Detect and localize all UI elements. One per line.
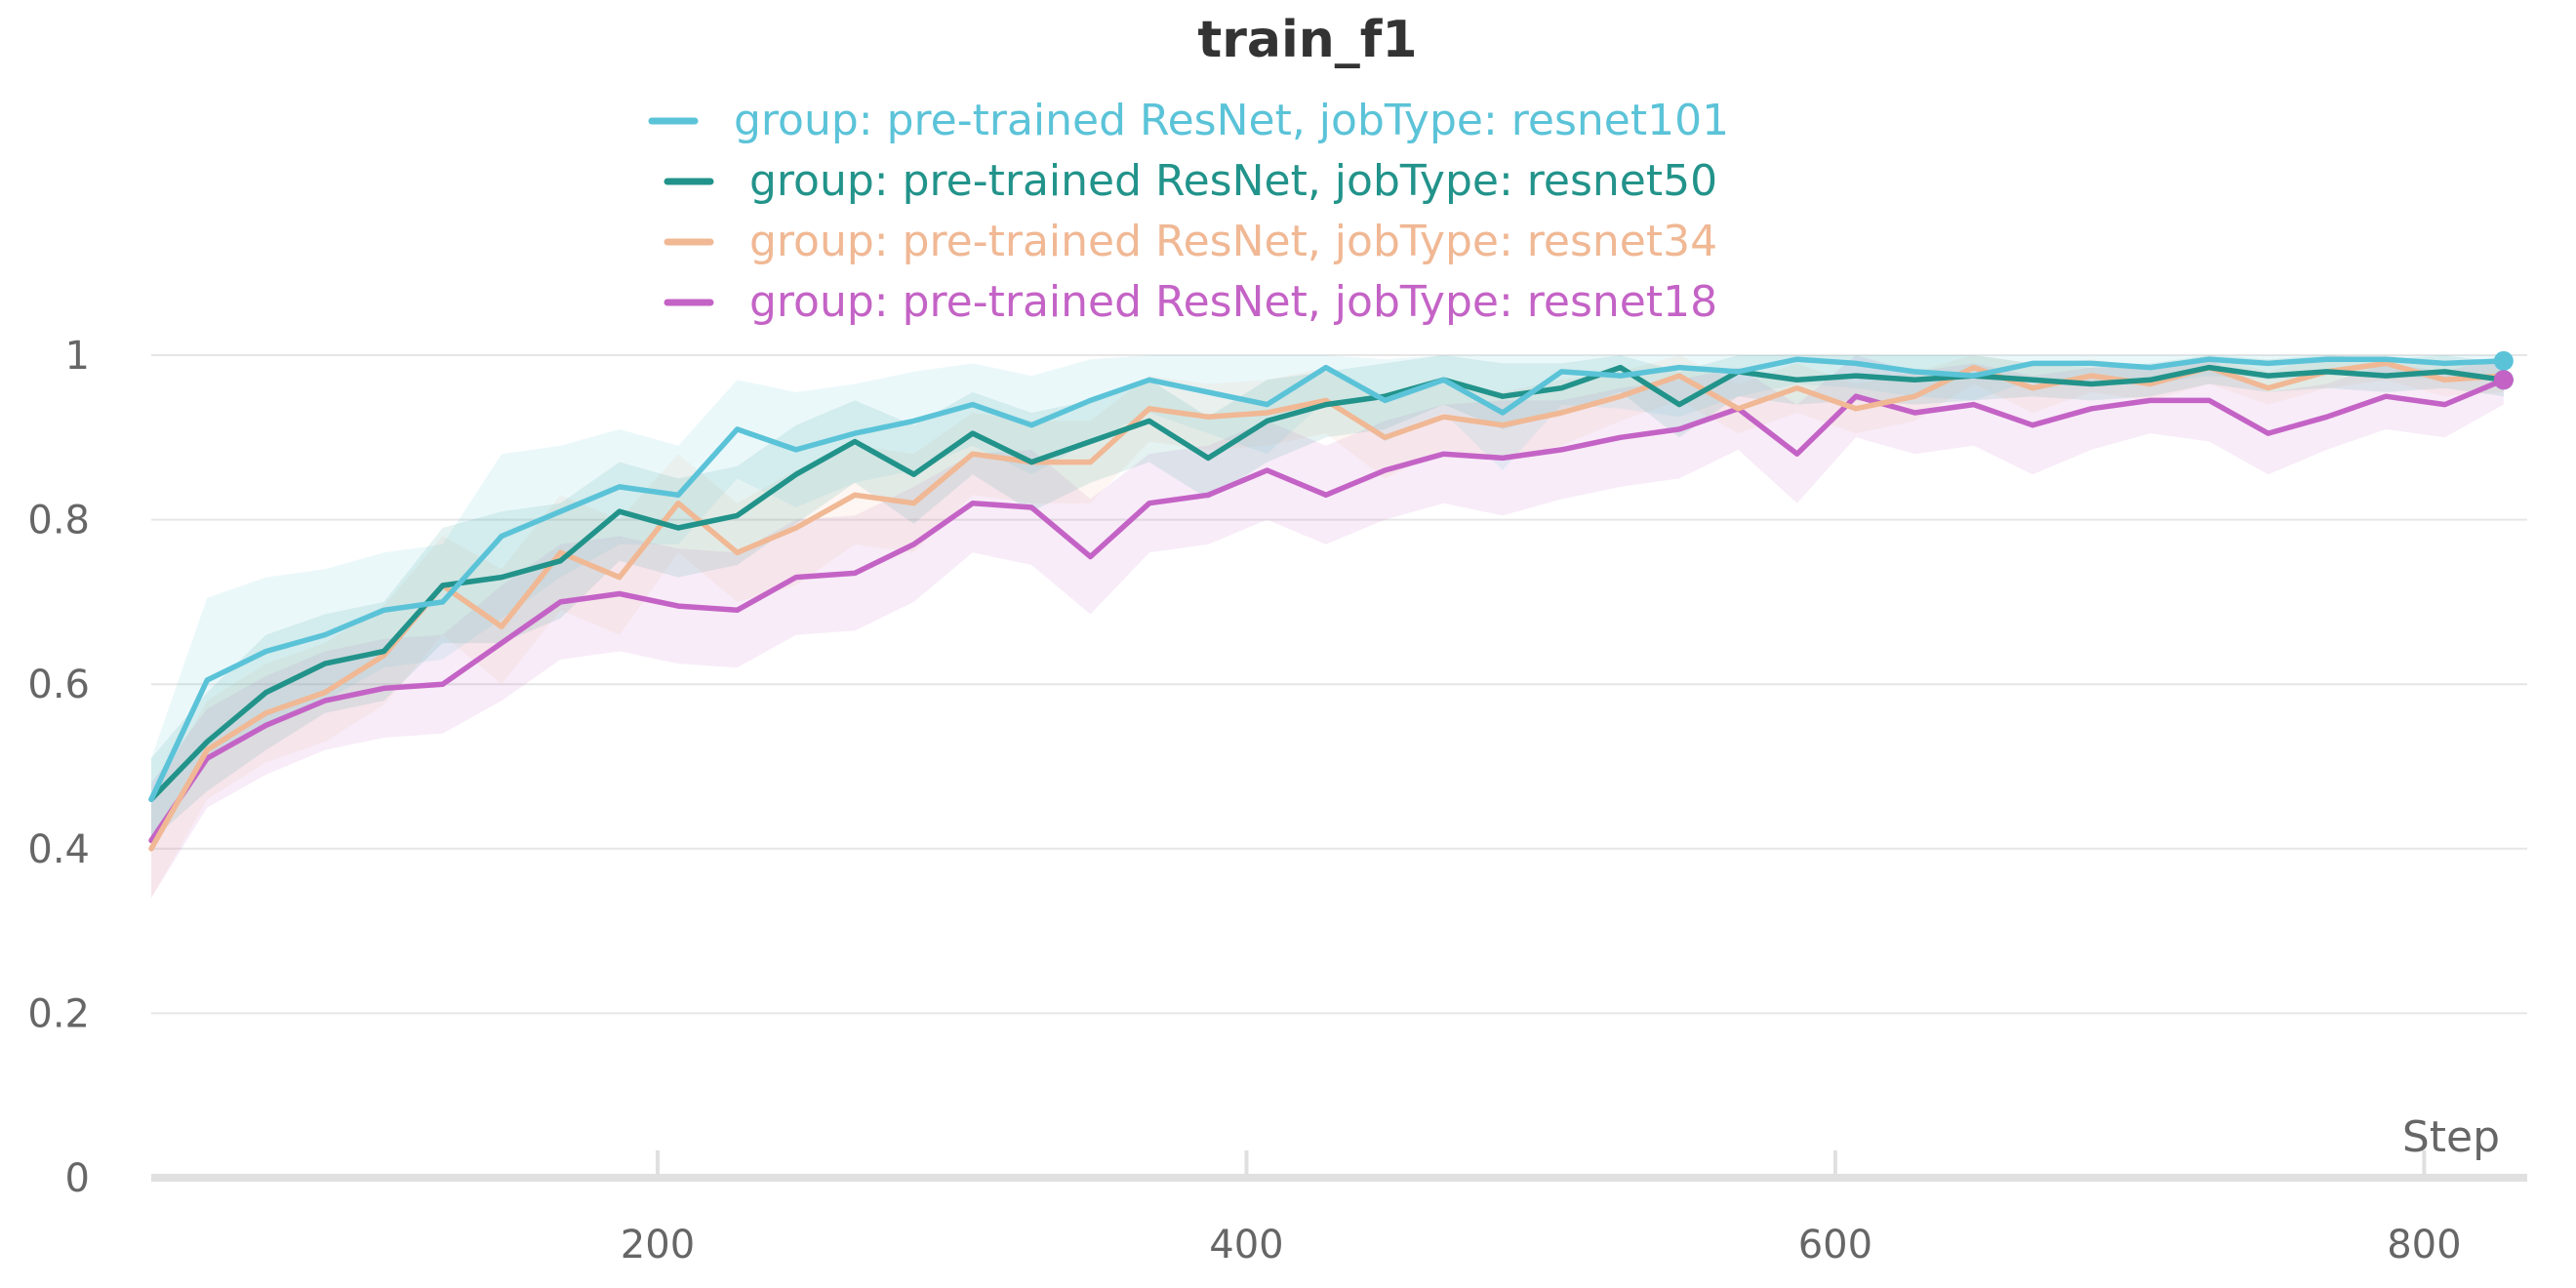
legend-label: group: pre-trained ResNet, jobType: resn… <box>749 277 1717 327</box>
y-tick-label: 0.2 <box>27 991 90 1036</box>
legend[interactable]: group: pre-trained ResNet, jobType: resn… <box>648 96 1729 327</box>
y-tick-label: 0.4 <box>27 827 90 872</box>
band-series-2 <box>151 355 2504 899</box>
line-series-2 <box>148 360 2507 852</box>
y-tick-label: 1 <box>65 334 90 379</box>
band-series-0 <box>151 355 2504 841</box>
legend-label: group: pre-trained ResNet, jobType: resn… <box>749 217 1717 266</box>
x-tick-label: 200 <box>621 1223 695 1268</box>
series-endpoints <box>2493 350 2514 390</box>
x-tick-label: 600 <box>1798 1223 1872 1268</box>
line-series-1 <box>148 364 2507 802</box>
y-tick-label: 0.8 <box>27 499 90 543</box>
series-lines <box>148 356 2507 852</box>
legend-item[interactable]: group: pre-trained ResNet, jobType: resn… <box>664 156 1717 206</box>
endpoint-series-3 <box>2493 370 2514 390</box>
x-tick-label: 400 <box>1209 1223 1283 1268</box>
legend-item[interactable]: group: pre-trained ResNet, jobType: resn… <box>648 96 1729 145</box>
confidence-bands <box>151 355 2504 899</box>
legend-label: group: pre-trained ResNet, jobType: resn… <box>749 156 1717 206</box>
band-series-3 <box>151 355 2504 899</box>
endpoint-series-0 <box>2493 350 2514 371</box>
line-series-0 <box>148 356 2507 802</box>
line-series-3 <box>148 377 2507 844</box>
legend-item[interactable]: group: pre-trained ResNet, jobType: resn… <box>664 277 1717 327</box>
band-series-1 <box>151 355 2504 841</box>
x-axis-label: Step <box>2402 1112 2500 1162</box>
chart-title: train_f1 <box>1197 11 1417 69</box>
y-tick-label: 0 <box>65 1156 90 1201</box>
legend-label: group: pre-trained ResNet, jobType: resn… <box>734 96 1729 145</box>
axes: 0 0.2 0.4 0.6 0.8 1 200 400 600 800 <box>27 334 2527 1268</box>
legend-item[interactable]: group: pre-trained ResNet, jobType: resn… <box>664 217 1717 266</box>
x-tick-label: 800 <box>2387 1223 2461 1268</box>
y-tick-label: 0.6 <box>27 663 90 707</box>
